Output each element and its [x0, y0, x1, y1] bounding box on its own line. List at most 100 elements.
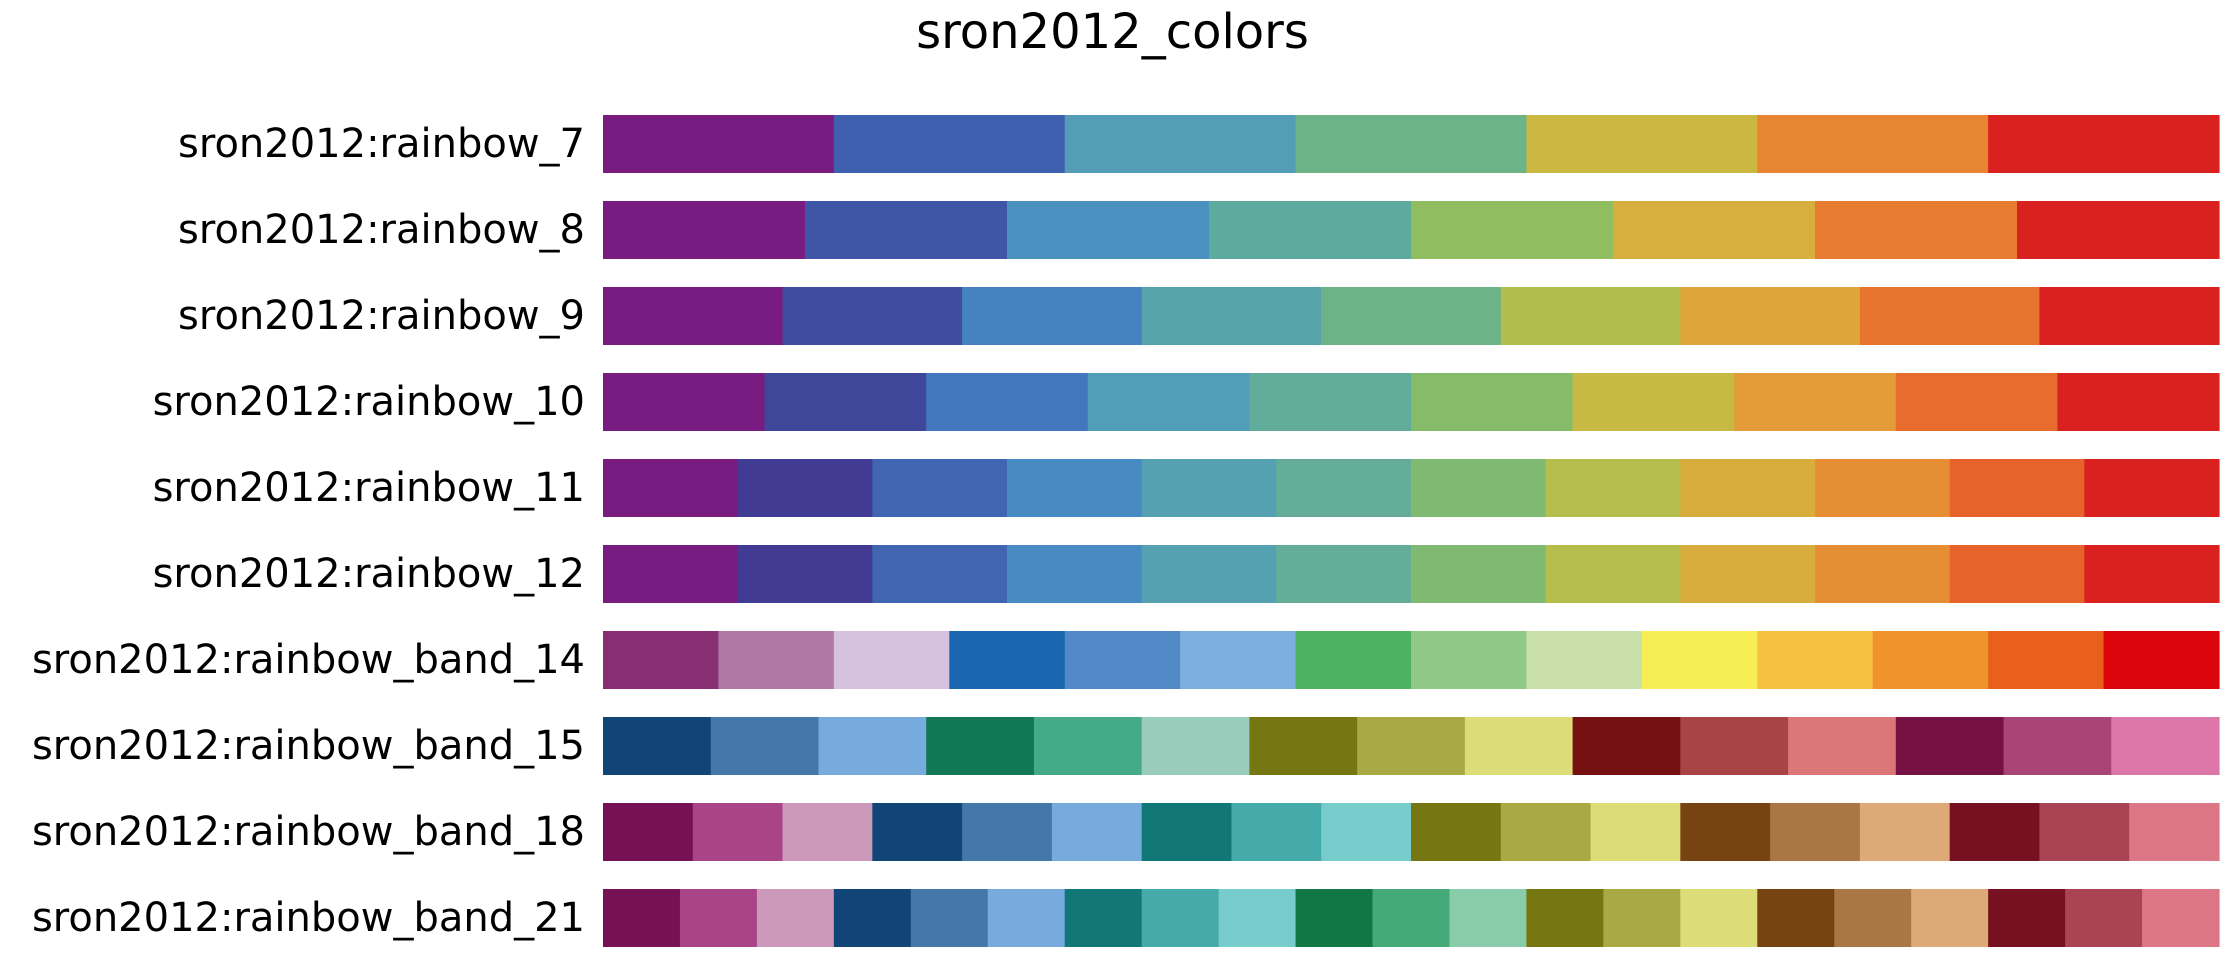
colormap-row: sron2012:rainbow_band_18	[32, 803, 2220, 861]
color-swatch	[962, 287, 1143, 345]
color-swatch	[805, 201, 1008, 259]
color-swatch	[756, 889, 835, 947]
color-swatch	[2103, 631, 2220, 689]
color-swatch	[782, 287, 963, 345]
row-label: sron2012:rainbow_9	[178, 293, 585, 339]
color-swatch	[1411, 803, 1502, 861]
colormap-row: sron2012:rainbow_11	[153, 459, 2220, 517]
color-swatch	[962, 803, 1053, 861]
row-label: sron2012:rainbow_band_15	[32, 723, 585, 769]
row-label: sron2012:rainbow_10	[153, 379, 585, 425]
color-swatch	[1895, 373, 2058, 431]
color-swatch	[1064, 115, 1297, 173]
color-swatch	[603, 373, 766, 431]
color-swatch	[1141, 459, 1277, 517]
color-swatch	[949, 631, 1066, 689]
color-swatch	[1734, 373, 1897, 431]
color-swatch	[1500, 803, 1592, 861]
color-swatch	[1680, 717, 1789, 775]
color-swatch	[1859, 803, 1951, 861]
color-swatch	[818, 717, 927, 775]
color-swatch	[1572, 717, 1681, 775]
color-swatch	[1295, 889, 1374, 947]
color-swatch	[1815, 201, 2018, 259]
color-swatch	[603, 115, 835, 173]
color-swatch	[1411, 201, 1614, 259]
color-swatch	[1680, 459, 1816, 517]
color-swatch	[872, 545, 1008, 603]
color-swatch	[1231, 803, 1322, 861]
color-swatch	[1680, 287, 1861, 345]
color-swatch	[603, 287, 784, 345]
color-swatch	[2003, 717, 2112, 775]
color-swatch	[872, 459, 1008, 517]
color-swatch	[1680, 803, 1771, 861]
color-swatch	[1757, 631, 1874, 689]
color-swatch	[1051, 803, 1143, 861]
color-swatch	[2129, 803, 2220, 861]
color-swatch	[1249, 717, 1358, 775]
color-swatch	[603, 201, 806, 259]
color-swatch	[1815, 459, 1951, 517]
color-swatch	[1295, 115, 1528, 173]
colormap-row: sron2012:rainbow_12	[153, 545, 2220, 603]
color-swatch	[1464, 717, 1574, 775]
color-swatch	[2084, 459, 2220, 517]
color-swatch	[1411, 459, 1547, 517]
color-swatch	[1411, 545, 1547, 603]
color-swatch	[2017, 201, 2220, 259]
row-label: sron2012:rainbow_11	[153, 465, 585, 511]
color-swatch	[710, 717, 820, 775]
color-swatch	[1680, 545, 1816, 603]
color-swatch	[1064, 889, 1143, 947]
color-swatch	[603, 717, 712, 775]
row-label: sron2012:rainbow_7	[178, 121, 585, 167]
color-swatch	[1321, 803, 1412, 861]
color-swatch	[2142, 889, 2220, 947]
row-label: sron2012:rainbow_band_18	[32, 809, 585, 855]
color-swatch	[2111, 717, 2220, 775]
color-swatch	[1680, 889, 1758, 947]
colormap-row: sron2012:rainbow_7	[178, 115, 2220, 173]
color-swatch	[1545, 545, 1681, 603]
color-swatch	[1770, 803, 1861, 861]
color-swatch	[1895, 717, 2005, 775]
color-swatch	[1321, 287, 1502, 345]
color-swatch	[2065, 889, 2143, 947]
color-swatch	[872, 803, 963, 861]
color-swatch	[1526, 115, 1758, 173]
color-swatch	[1411, 373, 1574, 431]
color-swatch	[1141, 889, 1220, 947]
color-swatch	[1757, 115, 1989, 173]
row-label: sron2012:rainbow_12	[153, 551, 585, 597]
row-label: sron2012:rainbow_band_21	[32, 895, 585, 941]
color-swatch	[1545, 459, 1681, 517]
color-swatch	[718, 631, 835, 689]
color-swatch	[603, 631, 720, 689]
color-swatch	[764, 373, 927, 431]
color-swatch	[1141, 803, 1233, 861]
color-swatch	[1526, 631, 1643, 689]
color-swatch	[2057, 373, 2220, 431]
color-swatch	[1372, 889, 1451, 947]
color-swatch	[1641, 631, 1758, 689]
color-swatch	[1209, 201, 1412, 259]
color-swatch	[1276, 545, 1412, 603]
row-label: sron2012:rainbow_band_14	[32, 637, 585, 683]
color-swatch	[1603, 889, 1681, 947]
color-swatch	[603, 545, 739, 603]
color-swatch	[603, 889, 681, 947]
color-swatch	[1141, 545, 1277, 603]
color-swatch	[926, 373, 1089, 431]
color-swatch	[833, 889, 912, 947]
color-swatch	[1357, 717, 1466, 775]
color-swatch	[1949, 803, 2041, 861]
color-swatch	[1859, 287, 2041, 345]
color-swatch	[603, 803, 694, 861]
row-label: sron2012:rainbow_8	[178, 207, 585, 253]
colormap-row: sron2012:rainbow_band_21	[32, 889, 2220, 947]
color-swatch	[910, 889, 989, 947]
colormap-row: sron2012:rainbow_band_14	[32, 631, 2220, 689]
color-swatch	[782, 803, 873, 861]
